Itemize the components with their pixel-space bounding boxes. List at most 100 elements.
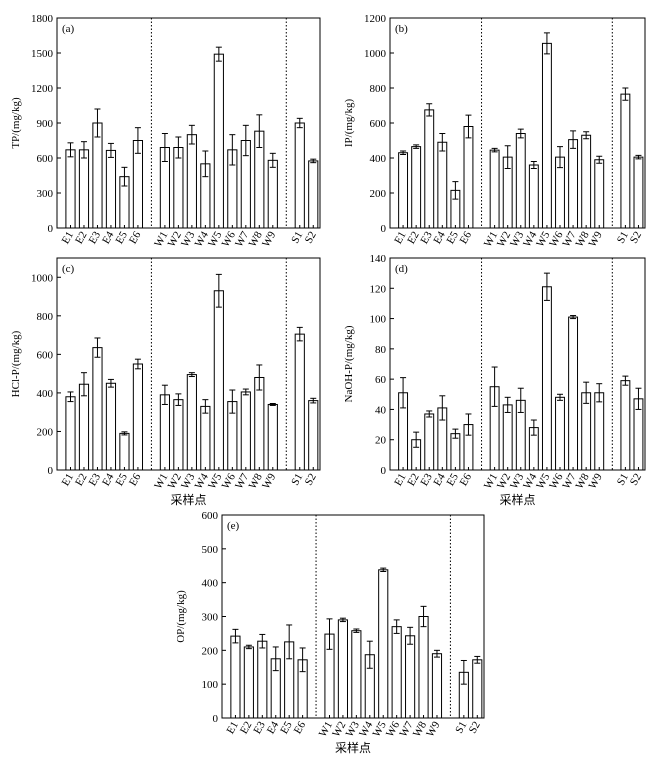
y-tick-label: 0 bbox=[381, 465, 387, 477]
y-tick-label: 400 bbox=[202, 578, 219, 590]
y-tick-label: 800 bbox=[370, 83, 387, 95]
bar bbox=[398, 152, 409, 229]
bar bbox=[132, 363, 144, 471]
x-tick-label: E6 bbox=[127, 229, 144, 246]
y-axis-label: OP/(mg/kg) bbox=[175, 590, 187, 643]
x-tick-label: E6 bbox=[292, 719, 309, 736]
y-axis-label: IP/(mg/kg) bbox=[343, 99, 355, 148]
x-tick-label: E2 bbox=[238, 720, 255, 737]
x-tick-label: E5 bbox=[444, 229, 461, 246]
x-tick-label: W9 bbox=[586, 471, 605, 491]
y-tick-label: 600 bbox=[37, 153, 54, 165]
bar bbox=[92, 347, 103, 471]
bar bbox=[437, 141, 448, 229]
y-tick-label: 0 bbox=[381, 223, 387, 235]
x-tick-label: S2 bbox=[303, 230, 319, 246]
x-tick-label: E6 bbox=[458, 229, 475, 246]
x-tick-label: E1 bbox=[60, 472, 77, 489]
bar bbox=[267, 159, 278, 229]
x-axis-label: 采样点 bbox=[335, 740, 371, 755]
bar bbox=[200, 405, 211, 471]
y-tick-label: 0 bbox=[48, 465, 54, 477]
y-tick-label: 400 bbox=[37, 388, 54, 400]
y-tick-label: 140 bbox=[370, 253, 387, 265]
bar bbox=[294, 122, 305, 229]
x-tick-label: S2 bbox=[628, 230, 644, 246]
bar bbox=[105, 382, 117, 471]
y-tick-label: 300 bbox=[202, 612, 219, 624]
bar bbox=[257, 640, 268, 719]
x-tick-label: W9 bbox=[260, 229, 279, 249]
bar bbox=[424, 109, 435, 229]
y-tick-label: 1200 bbox=[31, 83, 54, 95]
x-tick-label: W9 bbox=[424, 719, 443, 739]
x-tick-label: E4 bbox=[431, 471, 448, 488]
x-tick-label: E2 bbox=[73, 472, 90, 489]
bar bbox=[405, 635, 416, 719]
x-tick-label: E4 bbox=[431, 229, 448, 246]
y-tick-label: 1500 bbox=[31, 48, 54, 60]
y-tick-label: 600 bbox=[37, 349, 54, 361]
y-tick-label: 1000 bbox=[364, 48, 387, 60]
bar bbox=[267, 403, 278, 471]
bar bbox=[594, 159, 605, 229]
bar bbox=[620, 380, 631, 471]
x-tick-label: E1 bbox=[392, 230, 409, 247]
bar bbox=[568, 139, 579, 229]
x-tick-label: E6 bbox=[458, 471, 475, 488]
x-tick-label: S2 bbox=[628, 472, 644, 488]
x-tick-label: E3 bbox=[418, 471, 435, 488]
x-axis-label: 采样点 bbox=[499, 492, 535, 507]
bar bbox=[489, 149, 500, 229]
x-tick-label: S2 bbox=[467, 720, 483, 736]
y-tick-label: 200 bbox=[202, 645, 219, 657]
bar bbox=[186, 374, 197, 471]
panel-label: (e) bbox=[227, 520, 240, 532]
panel-label: (c) bbox=[62, 263, 75, 275]
bar bbox=[620, 93, 631, 229]
panel-label: (d) bbox=[395, 263, 408, 275]
y-tick-label: 1200 bbox=[364, 13, 387, 25]
bar bbox=[450, 433, 461, 471]
bar bbox=[213, 290, 224, 471]
bar bbox=[173, 147, 184, 229]
bar bbox=[581, 392, 592, 471]
bar bbox=[391, 626, 402, 719]
bar bbox=[308, 160, 319, 229]
x-tick-label: E2 bbox=[405, 230, 422, 247]
y-tick-label: 20 bbox=[375, 435, 387, 447]
y-tick-label: 900 bbox=[37, 118, 54, 130]
bar bbox=[119, 432, 130, 471]
bar bbox=[515, 133, 526, 229]
x-tick-label: E2 bbox=[405, 472, 422, 489]
x-tick-label: W9 bbox=[586, 229, 605, 249]
bar bbox=[418, 616, 429, 719]
bar bbox=[105, 149, 117, 229]
y-tick-label: 800 bbox=[37, 311, 54, 323]
y-tick-label: 400 bbox=[370, 153, 387, 165]
y-tick-label: 1000 bbox=[31, 272, 54, 284]
bar bbox=[351, 630, 362, 719]
bar bbox=[378, 569, 389, 719]
bar bbox=[92, 122, 103, 229]
bar bbox=[555, 396, 565, 471]
x-tick-label: E4 bbox=[100, 471, 117, 488]
x-tick-label: S2 bbox=[303, 472, 319, 488]
bar bbox=[78, 383, 90, 471]
bar bbox=[463, 126, 474, 229]
y-axis-label: TP/(mg/kg) bbox=[10, 97, 22, 149]
y-axis-label: HCl-P/(mg/kg) bbox=[10, 330, 22, 397]
y-tick-label: 120 bbox=[370, 283, 387, 295]
y-tick-label: 200 bbox=[370, 188, 387, 200]
x-tick-label: W9 bbox=[260, 471, 279, 491]
y-tick-label: 60 bbox=[375, 374, 387, 386]
y-tick-label: 80 bbox=[375, 344, 387, 356]
x-tick-label: E3 bbox=[87, 471, 104, 488]
x-tick-label: E2 bbox=[73, 230, 90, 247]
bar bbox=[294, 333, 305, 471]
bar bbox=[65, 396, 76, 471]
bar bbox=[411, 146, 422, 229]
y-tick-label: 0 bbox=[213, 713, 219, 725]
bar bbox=[308, 400, 319, 471]
bar bbox=[173, 399, 184, 471]
